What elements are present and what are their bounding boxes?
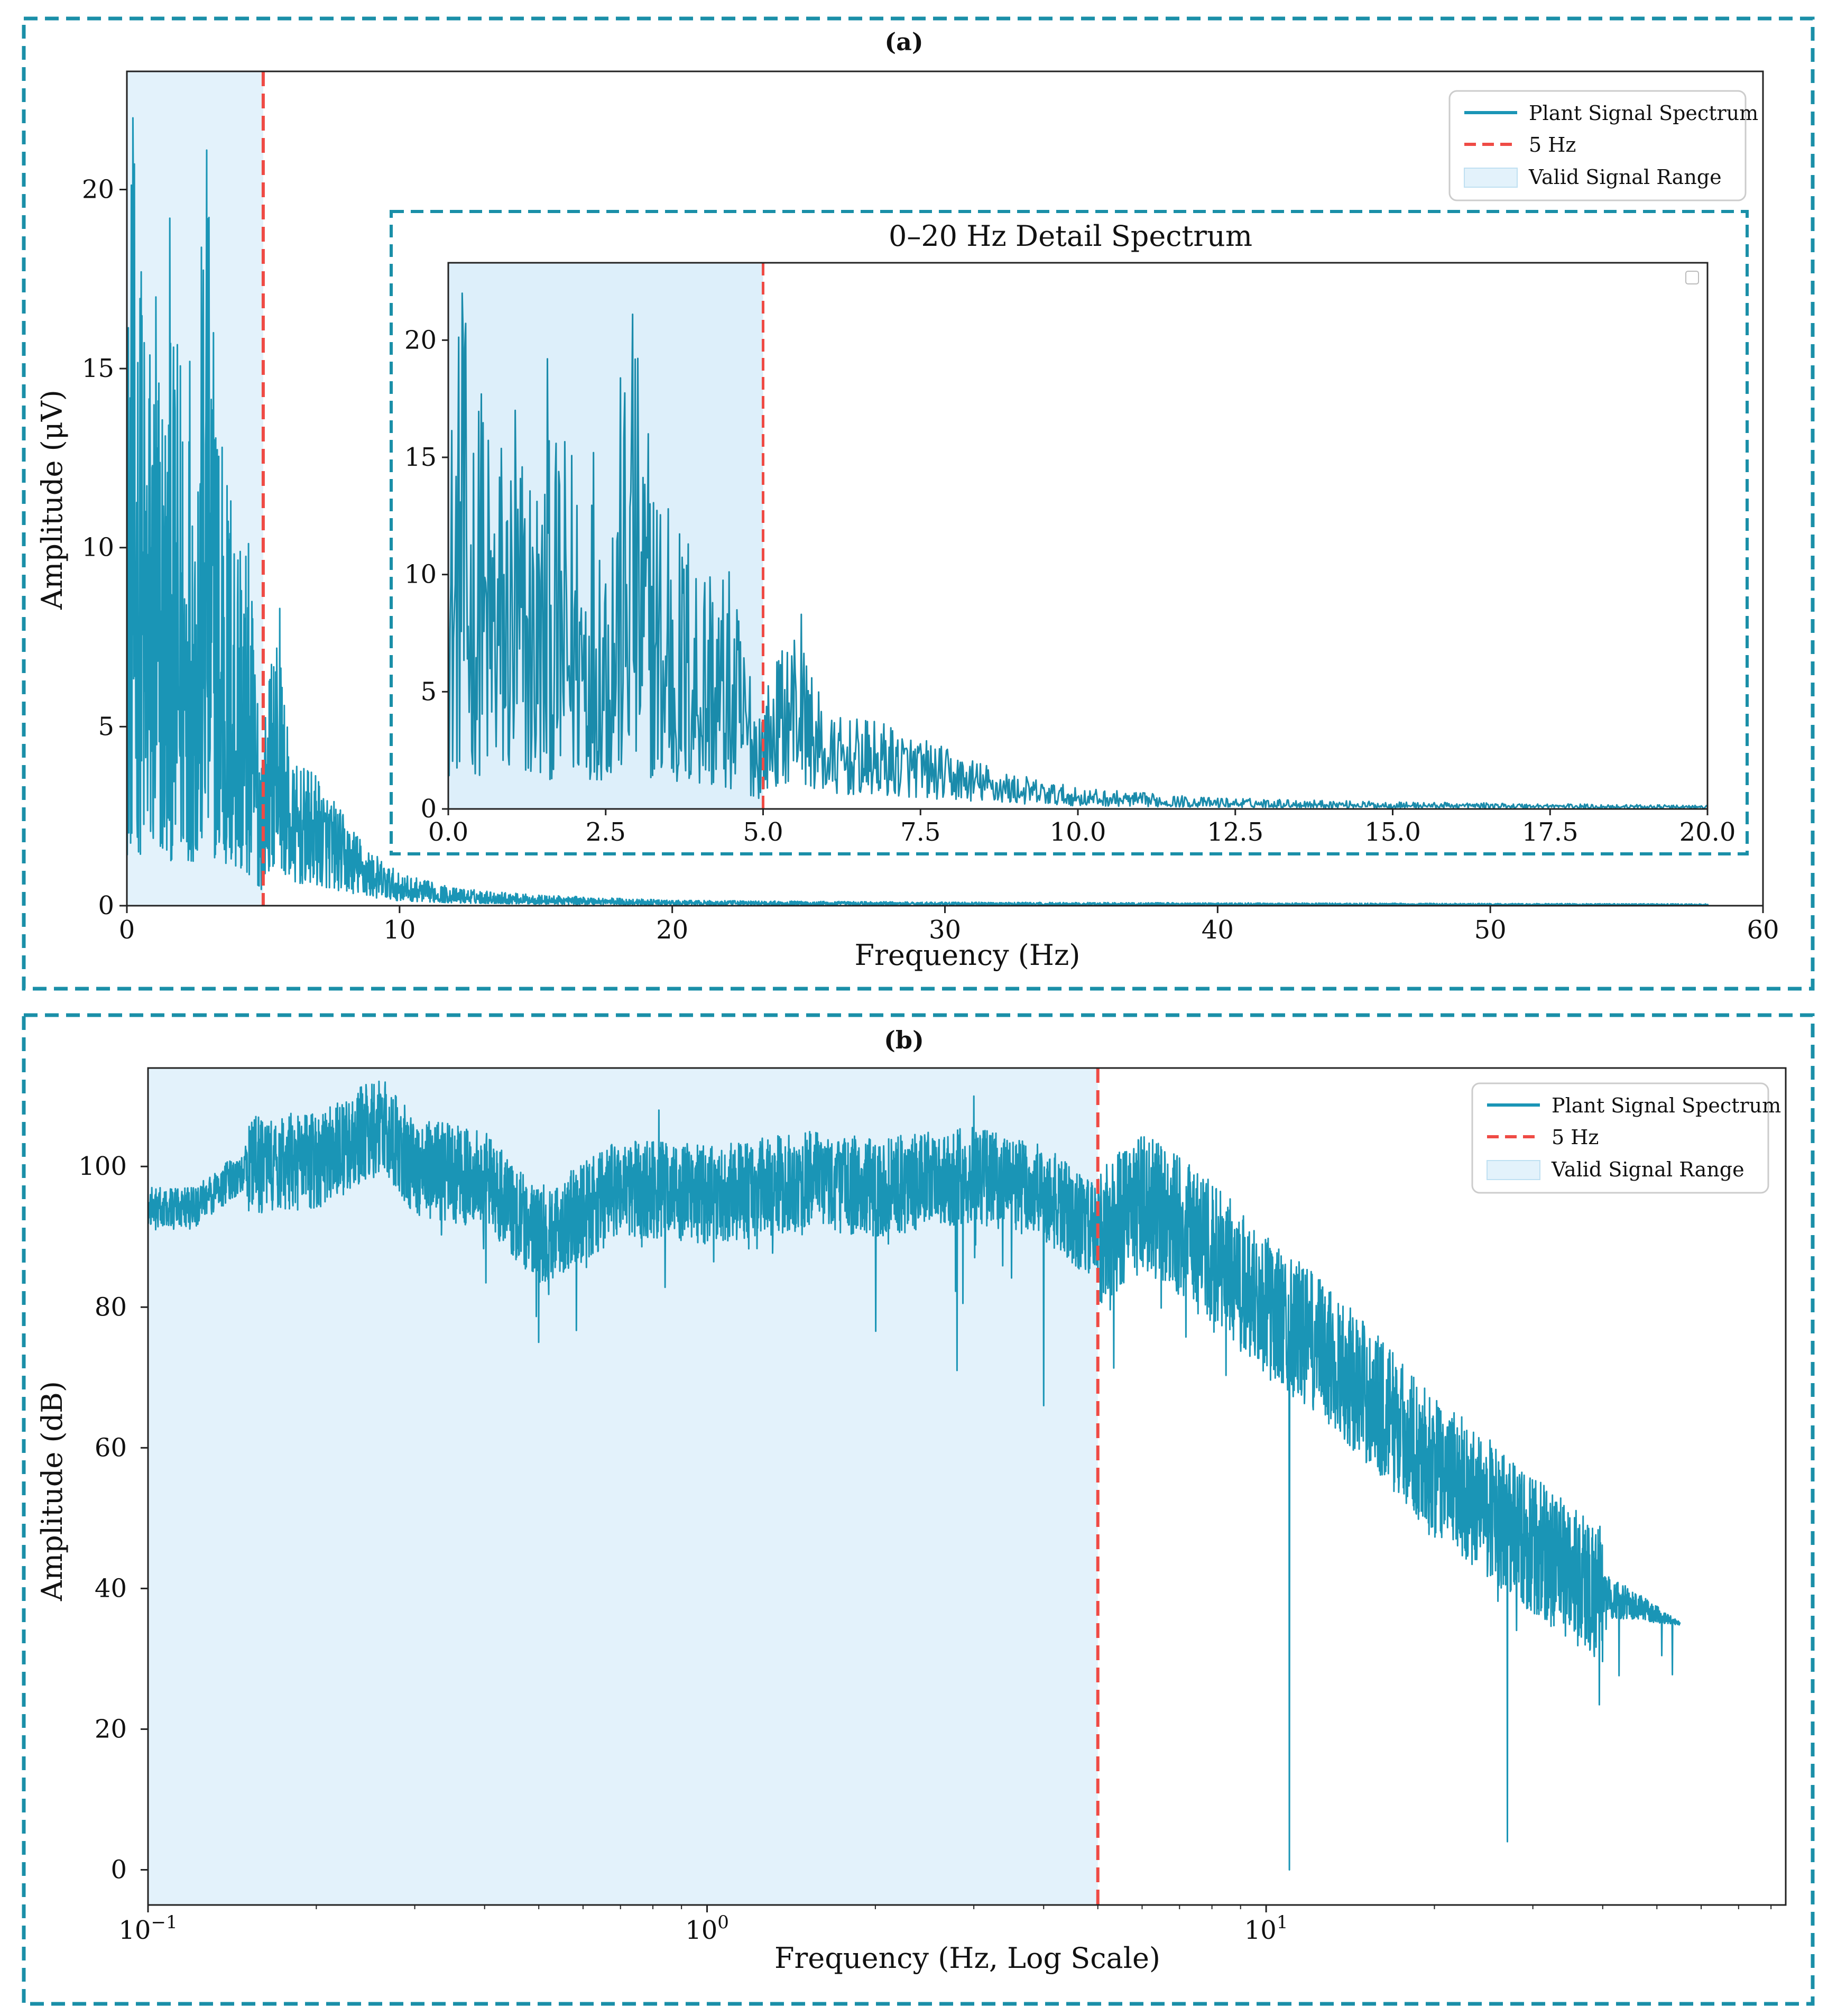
panel-b-y-ticks: 0 20 40 60 80 100 xyxy=(78,1152,148,1884)
b-legend-range-swatch xyxy=(1487,1160,1540,1180)
panel-b-frame xyxy=(22,1013,1815,2006)
x-tick-label: 0 xyxy=(119,915,135,945)
b-y-tick-label: 80 xyxy=(95,1292,127,1322)
panel-b-title: (b) xyxy=(884,1026,924,1054)
inset-y-tick-label: 5 xyxy=(420,677,437,706)
panel-a-frame xyxy=(22,16,1815,991)
inset-y-tick-label: 20 xyxy=(404,325,437,355)
panel-a-legend: Plant Signal Spectrum 5 Hz Valid Signal … xyxy=(1448,90,1758,201)
x-tick-label: 10 xyxy=(383,915,416,945)
panel-b-axes xyxy=(147,1067,1787,1906)
inset-x-tick-label: 2.5 xyxy=(586,817,626,847)
b-legend-signal-label: Plant Signal Spectrum xyxy=(1552,1094,1781,1117)
inset-empty-legend xyxy=(1685,271,1699,284)
b-y-tick-label: 20 xyxy=(95,1714,127,1744)
b-x-tick-label: 10−1 xyxy=(118,1912,177,1945)
x-tick-label: 30 xyxy=(929,915,961,945)
panel-a-y-ticks: 0 5 10 15 20 xyxy=(82,174,127,920)
panel-b-legend: Plant Signal Spectrum 5 Hz Valid Signal … xyxy=(1471,1082,1781,1194)
inset-y-tick-label: 10 xyxy=(404,560,437,590)
inset-title: 0–20 Hz Detail Spectrum xyxy=(889,219,1252,253)
b-legend-range-label: Valid Signal Range xyxy=(1551,1158,1744,1181)
inset-x-tick-label: 0.0 xyxy=(428,817,468,847)
panel-a-ylabel: Amplitude (μV) xyxy=(35,390,69,610)
panel-b: (b) 10−1 100 101 0 20 40 60 80 100 Frequency (H… xyxy=(22,1013,1815,2006)
y-tick-label: 20 xyxy=(82,174,114,204)
b-legend-box xyxy=(1471,1082,1769,1194)
inset-y-tick-label: 15 xyxy=(404,443,437,472)
b-y-tick-label: 0 xyxy=(110,1855,127,1884)
legend-signal-label: Plant Signal Spectrum xyxy=(1529,102,1758,125)
legend-range-swatch xyxy=(1464,168,1518,188)
inset-x-tick-label: 10.0 xyxy=(1050,817,1106,847)
legend-box xyxy=(1448,90,1747,201)
y-tick-label: 10 xyxy=(82,533,114,563)
b-plant-signal-spectrum-line xyxy=(147,1080,1681,1871)
b-x-tick-label: 101 xyxy=(1244,1912,1288,1945)
inset-x-tick-label: 7.5 xyxy=(900,817,940,847)
y-tick-label: 5 xyxy=(98,712,114,741)
inset-x-tick-label: 5.0 xyxy=(743,817,783,847)
panel-a-title: (a) xyxy=(884,27,923,56)
inset-x-tick-label: 20.0 xyxy=(1679,817,1736,847)
panel-a-x-ticks: 0 10 20 30 40 50 60 xyxy=(119,906,1779,945)
inset-y-tick-label: 0 xyxy=(420,794,437,824)
x-tick-label: 50 xyxy=(1474,915,1507,945)
panel-a-xlabel: Frequency (Hz) xyxy=(855,938,1081,972)
inset-y-ticks: 0 5 10 15 20 xyxy=(404,325,448,824)
panel-b-x-ticks: 10−1 100 101 xyxy=(118,1905,1772,1945)
b-x-tick-label: 100 xyxy=(685,1912,729,1945)
panel-b-xlabel: Frequency (Hz, Log Scale) xyxy=(774,1941,1160,1975)
x-tick-label: 40 xyxy=(1202,915,1234,945)
inset-x-ticks: 0.0 2.5 5.0 7.5 10.0 12.5 15.0 17.5 20.0 xyxy=(428,809,1736,847)
inset-x-tick-label: 15.0 xyxy=(1364,817,1421,847)
plant-signal-spectrum-line xyxy=(126,117,1709,906)
legend-range-label: Valid Signal Range xyxy=(1528,165,1722,189)
panel-b-ylabel: Amplitude (dB) xyxy=(35,1381,69,1601)
inset-x-tick-label: 17.5 xyxy=(1522,817,1578,847)
b-y-tick-label: 40 xyxy=(95,1573,127,1603)
y-tick-label: 15 xyxy=(82,354,114,383)
legend-cutoff-label: 5 Hz xyxy=(1529,133,1576,157)
inset-signal-line xyxy=(448,292,1707,809)
x-tick-label: 20 xyxy=(656,915,688,945)
inset-detail: 0–20 Hz Detail Spectrum 0.0 2.5 5.0 7.5 10.0… xyxy=(390,210,1749,855)
x-tick-label: 60 xyxy=(1747,915,1779,945)
inset-x-tick-label: 12.5 xyxy=(1207,817,1263,847)
b-y-tick-label: 100 xyxy=(78,1152,127,1181)
b-y-tick-label: 60 xyxy=(95,1433,127,1462)
y-tick-label: 0 xyxy=(98,891,114,920)
b-legend-cutoff-label: 5 Hz xyxy=(1552,1126,1599,1149)
